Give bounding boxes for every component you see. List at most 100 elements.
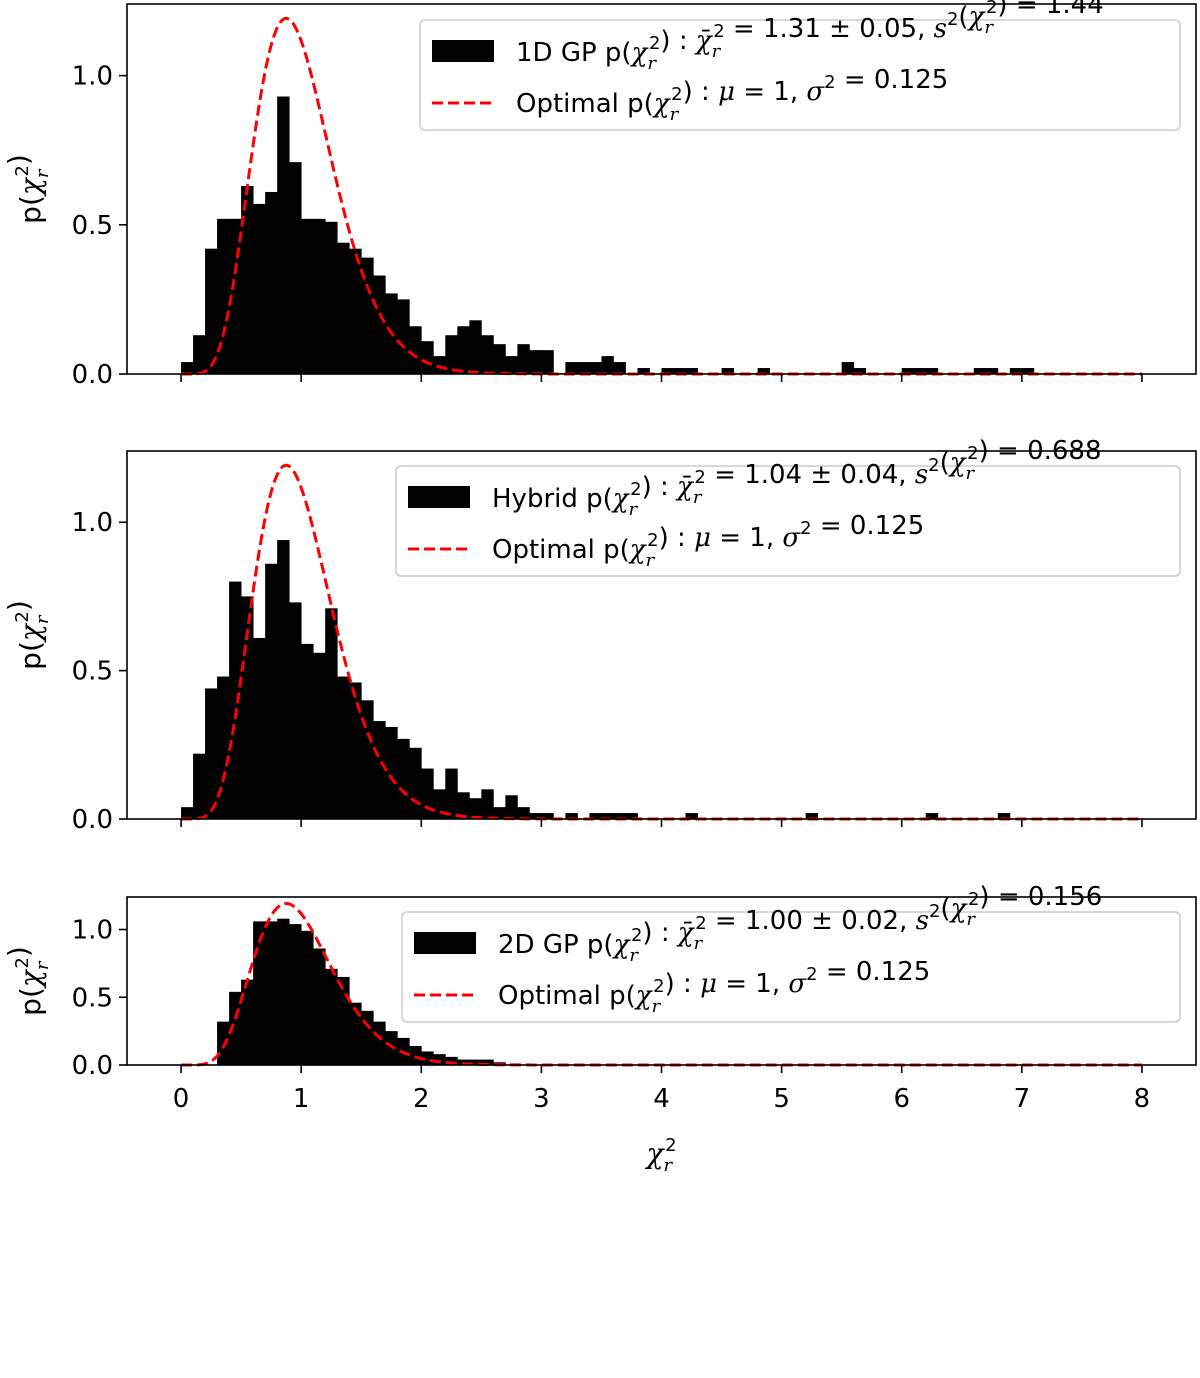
x-tick-label: 1 [293, 1084, 310, 1114]
x-tick-label: 6 [893, 1084, 910, 1114]
histogram-bar [565, 813, 578, 819]
legend-box [401, 911, 1181, 1023]
histogram-bar [493, 807, 506, 819]
y-axis-label: p(χr2) [2, 946, 53, 1016]
histogram-bar [445, 768, 458, 819]
histogram-bar [397, 738, 410, 819]
histogram-bar [277, 540, 290, 819]
y-tick-label: 0.0 [72, 1051, 113, 1081]
y-tick-label: 0.0 [72, 805, 113, 835]
histogram-bar [361, 257, 374, 374]
histogram-bar [421, 341, 434, 374]
histogram-bar [433, 1054, 446, 1065]
y-axis-label: p(χr2) [2, 154, 53, 224]
histogram-bar [481, 335, 494, 374]
histogram-bar [469, 320, 482, 374]
histogram-bar [265, 563, 278, 819]
histogram-bar [289, 924, 302, 1065]
histogram-bar [469, 1059, 482, 1065]
histogram-bar [841, 362, 855, 374]
histogram-bar [901, 368, 915, 374]
y-tick-label: 0.5 [72, 211, 113, 241]
histogram-bar [493, 344, 506, 374]
histogram-bar [481, 789, 494, 819]
histogram-bars [181, 540, 1011, 819]
legend-optimal-label: Optimal p(χr2) : μ = 1, σ2 = 0.125 [516, 65, 948, 125]
histogram-bar [505, 356, 518, 374]
x-tick-label: 5 [773, 1084, 790, 1114]
histogram-bar [637, 368, 650, 374]
histogram-bar [325, 221, 338, 374]
histogram-bars [181, 96, 1035, 374]
legend: 1D GP p(χr2) : χ̄r2 = 1.31 ± 0.05, s2(χr… [419, 0, 1181, 131]
histogram-bar [313, 652, 326, 819]
histogram-bar [577, 362, 590, 374]
legend-box [419, 19, 1181, 131]
legend-hist-swatch [408, 486, 470, 508]
y-tick-label: 1.0 [72, 916, 113, 946]
histogram-bar [301, 930, 314, 1065]
y-tick-label: 0.5 [72, 657, 113, 687]
histogram-bar [373, 1021, 386, 1065]
histogram-bar [805, 813, 819, 819]
histogram-bar [217, 676, 230, 819]
histogram-bar [337, 976, 350, 1065]
legend-box [395, 465, 1181, 577]
histogram-bar [253, 203, 266, 374]
x-tick-label: 3 [533, 1084, 550, 1114]
histogram-bar [265, 921, 278, 1065]
histogram-bar [445, 335, 458, 374]
optimal-curve [181, 463, 1142, 821]
histogram-bar [457, 326, 470, 374]
y-tick-label: 1.0 [72, 508, 113, 538]
histogram-bar [541, 350, 554, 374]
histogram-bar [325, 608, 338, 819]
histogram-bar [517, 807, 530, 819]
histogram-bar [277, 918, 290, 1065]
histogram-bar [613, 813, 626, 819]
legend-hist-label: 1D GP p(χr2) : χ̄r2 = 1.31 ± 0.05, s2(χr… [516, 0, 1104, 74]
histogram-bar [205, 248, 218, 374]
histogram-bar [385, 727, 398, 819]
x-axis-label: χr2 [644, 1135, 676, 1176]
histogram-bar [313, 218, 326, 374]
histogram-bar [349, 682, 362, 819]
histogram-bar [313, 948, 326, 1065]
histogram-bar [601, 813, 614, 819]
histogram-bar [913, 368, 927, 374]
histogram-bar [325, 968, 338, 1065]
histogram-bar [673, 368, 686, 374]
histogram-bar [529, 350, 542, 374]
histogram-bar [337, 676, 350, 819]
histogram-bar [1009, 368, 1023, 374]
y-tick-label: 1.0 [72, 62, 113, 92]
histogram-bar [193, 335, 206, 374]
histogram-bar [397, 299, 410, 374]
histogram-bar [625, 813, 638, 819]
panel-1d-gp: 0.0 0.5 1.0 p(χr2) 1D GP p(χr2) : χ̄r2 = 1.3… [2, 0, 1197, 390]
y-axis-label: p(χr2) [2, 600, 53, 670]
histogram-bar [289, 162, 302, 374]
histogram-bar [529, 813, 542, 819]
histogram-bar [589, 813, 602, 819]
histogram-bar [253, 921, 266, 1065]
histogram-bar [505, 795, 518, 819]
histogram-bar [721, 368, 734, 374]
histogram-bar [985, 368, 999, 374]
histogram-bar [373, 275, 386, 374]
histogram-bar [661, 368, 674, 374]
legend: Hybrid p(χr2) : χ̄r2 = 1.04 ± 0.04, s2(χ… [395, 436, 1181, 577]
histogram-bar [757, 368, 770, 374]
histogram-bar [337, 242, 350, 374]
histogram-bar [409, 326, 422, 374]
legend-hist-swatch [432, 40, 494, 62]
histogram-bar [925, 368, 939, 374]
histogram-bar [457, 792, 470, 819]
histogram-bar [421, 768, 434, 819]
histogram-bar [349, 248, 362, 374]
histogram-bar [181, 362, 194, 374]
histogram-bar [277, 96, 290, 374]
legend-optimal-label: Optimal p(χr2) : μ = 1, σ2 = 0.125 [498, 957, 930, 1017]
histogram-bar [601, 356, 614, 374]
